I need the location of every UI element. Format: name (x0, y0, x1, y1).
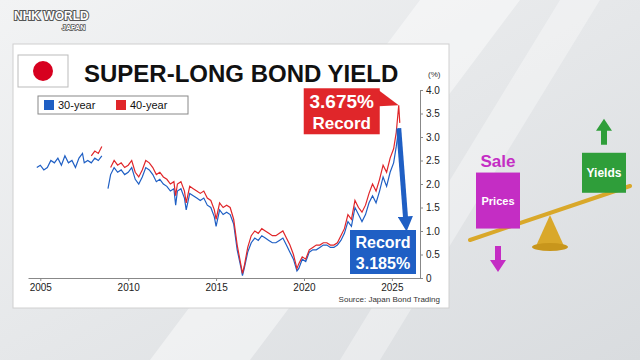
x-tick-mark (128, 278, 129, 281)
y-tick-mark (420, 231, 423, 232)
x-tick: 2015 (205, 278, 228, 293)
y-tick-mark (420, 208, 423, 209)
annotation-text: Record (355, 234, 410, 251)
y-tick: 1.5 (420, 202, 440, 213)
fulcrum-base (532, 243, 568, 251)
logo: NHK WORLD (14, 9, 89, 23)
x-axis: 2005 2010 2015 2020 2025 (29, 278, 421, 293)
annotation-pointer (379, 90, 399, 106)
y-tick-mark (420, 184, 423, 185)
x-tick-label: 2020 (293, 282, 316, 293)
y-tick-label: 2.0 (426, 179, 440, 190)
x-tick: 2010 (118, 278, 141, 293)
y-tick-mark (420, 90, 423, 91)
prices-label: Prices (481, 195, 514, 207)
annotation-text: Record (312, 114, 371, 133)
y-tick-label: 3.5 (426, 108, 440, 119)
x-tick-mark (392, 278, 393, 281)
y-tick: 3.0 (420, 132, 440, 143)
annotations: 3.675% Record Record 3.185% (304, 88, 416, 274)
x-tick-label: 2010 (118, 282, 141, 293)
y-tick: 2.0 (420, 179, 440, 190)
y-axis-unit: (%) (428, 70, 441, 79)
legend-label: 30-year (58, 99, 96, 111)
x-tick-mark (216, 278, 217, 281)
fulcrum (536, 215, 564, 246)
annotation-box (304, 88, 380, 134)
chart-root: NHK WORLDJAPAN SUPER-LONG BOND YIELD (%) 20… (0, 0, 640, 360)
y-tick-label: 2.5 (426, 155, 440, 166)
x-tick-label: 2015 (205, 282, 228, 293)
y-tick-label: 0.5 (426, 249, 440, 260)
y-tick: 0.5 (420, 249, 440, 260)
y-tick-label: 1.0 (426, 226, 440, 237)
annotation-value: 3.185% (356, 255, 410, 272)
flag-disc (33, 61, 53, 81)
x-tick: 2020 (293, 278, 316, 293)
annotation-arrow (399, 128, 406, 224)
y-tick-label: 1.5 (426, 202, 440, 213)
x-tick-mark (40, 278, 41, 281)
legend-box (38, 96, 188, 114)
x-axis-line (29, 278, 421, 279)
title: SUPER-LONG BOND YIELD (84, 60, 398, 87)
y-tick: 3.5 (420, 108, 440, 119)
annotation-box (350, 230, 416, 274)
yields-box (582, 153, 626, 193)
sale-label: Sale (481, 152, 516, 171)
chart-panel (13, 44, 449, 308)
down-arrow (490, 246, 506, 272)
y-tick-label: 4.0 (426, 85, 440, 96)
y-tick-mark (420, 161, 423, 162)
annotation-value: 3.675% (310, 91, 375, 112)
y-tick: 4.0 (420, 85, 440, 96)
chart-svg: NHK WORLDJAPAN SUPER-LONG BOND YIELD (%) 20… (0, 0, 640, 360)
x-tick: 2005 (30, 278, 53, 293)
logo-sub: JAPAN (62, 24, 85, 31)
legend-label: 40-year (130, 99, 168, 111)
yields-label: Yields (587, 166, 622, 180)
legend-swatch (116, 100, 126, 110)
y-tick-mark (420, 255, 423, 256)
up-arrow (596, 119, 612, 145)
legend-swatch (44, 100, 54, 110)
source: Source: Japan Bond Trading (339, 295, 440, 304)
x-tick-label: 2005 (30, 282, 53, 293)
y-tick-label: 0 (426, 273, 432, 284)
seesaw-diagram: Prices Sale Yields (470, 119, 630, 272)
y-tick-mark (420, 278, 423, 279)
prices-box (476, 173, 520, 229)
flag (18, 55, 68, 87)
y-tick: 0 (420, 273, 432, 284)
y-tick: 1.0 (420, 226, 440, 237)
y-axis: 0 0.5 1.0 1.5 2.0 2.5 3.0 3.5 4.0 (420, 85, 440, 284)
x-tick: 2025 (381, 278, 404, 293)
background (0, 0, 640, 360)
x-tick-mark (304, 278, 305, 281)
series-line (37, 128, 400, 275)
y-tick-label: 3.0 (426, 132, 440, 143)
plot-area (37, 105, 400, 275)
legend: 30-year 40-year (38, 96, 188, 114)
x-tick-label: 2025 (381, 282, 404, 293)
y-tick: 2.5 (420, 155, 440, 166)
y-tick-mark (420, 114, 423, 115)
y-tick-mark (420, 137, 423, 138)
